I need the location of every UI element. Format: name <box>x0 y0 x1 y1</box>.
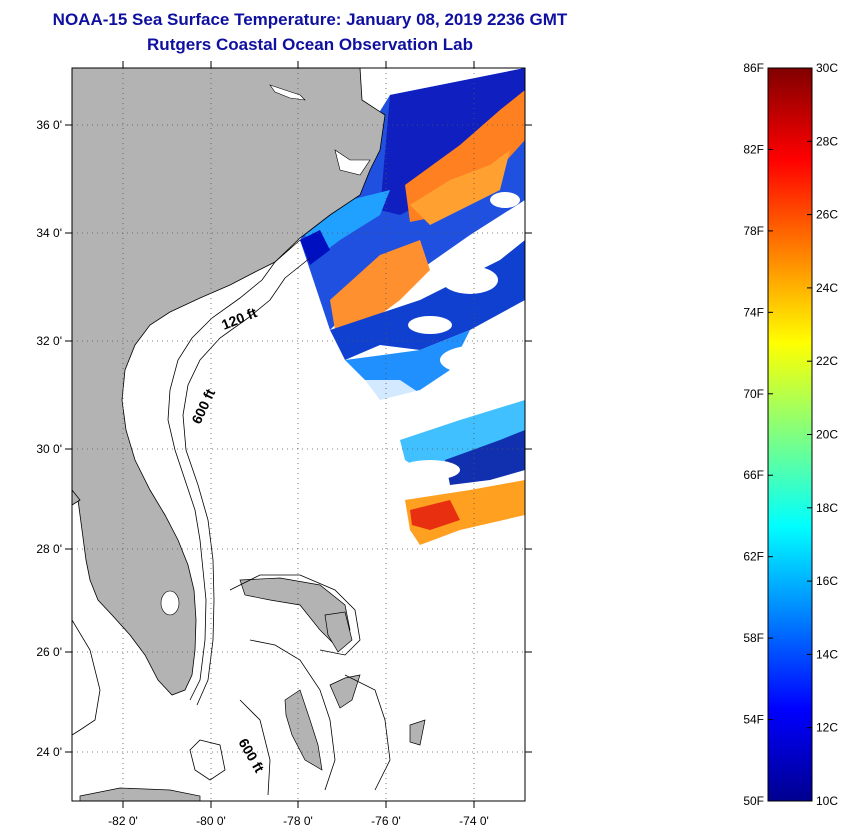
lon-tick-label: -80 0' <box>196 814 226 828</box>
bathymetry-contours <box>72 239 391 796</box>
colorbar-celsius-label: 14C <box>816 647 838 661</box>
chart-title: NOAA-15 Sea Surface Temperature: January… <box>52 10 568 29</box>
colorbar-fahrenheit-label: 58F <box>743 631 764 645</box>
chart-subtitle: Rutgers Coastal Ocean Observation Lab <box>147 35 473 54</box>
colorbar-fahrenheit-label: 70F <box>743 387 764 401</box>
colorbar-celsius-label: 18C <box>816 501 838 515</box>
lat-tick-label: 36 0' <box>36 118 62 132</box>
colorbar: 86F 82F 78F 74F 70F 66F 62F 58F 54F 50F 30C 28C 26C… <box>743 61 838 808</box>
colorbar-gradient <box>767 67 813 802</box>
colorbar-fahrenheit-label: 74F <box>743 305 764 319</box>
land-bahamas <box>79 577 426 801</box>
colorbar-celsius-label: 16C <box>816 574 838 588</box>
lat-tick-label: 34 0' <box>36 226 62 240</box>
colorbar-fahrenheit-label: 54F <box>743 713 764 727</box>
colorbar-fahrenheit-label: 66F <box>743 468 764 482</box>
lat-tick-label: 26 0' <box>36 645 62 659</box>
colorbar-fahrenheit-label: 50F <box>743 794 764 808</box>
lat-tick-label: 30 0' <box>36 442 62 456</box>
colorbar-celsius-label: 12C <box>816 721 838 735</box>
colorbar-fahrenheit-label: 62F <box>743 550 764 564</box>
lon-tick-label: -76 0' <box>371 814 401 828</box>
axis-ticks <box>65 61 532 808</box>
lon-tick-label: -78 0' <box>283 814 313 828</box>
lon-tick-label: -82 0' <box>108 814 138 828</box>
colorbar-celsius-label: 24C <box>816 281 838 295</box>
colorbar-celsius-label: 22C <box>816 354 838 368</box>
sst-swath <box>300 68 525 545</box>
colorbar-celsius-label: 10C <box>816 794 838 808</box>
lat-tick-label: 32 0' <box>36 334 62 348</box>
colorbar-fahrenheit-label: 82F <box>743 142 764 156</box>
graticule <box>72 68 525 801</box>
colorbar-celsius-label: 20C <box>816 428 838 442</box>
lat-tick-label: 24 0' <box>36 745 62 759</box>
colorbar-fahrenheit-label: 86F <box>743 61 764 75</box>
colorbar-celsius-label: 26C <box>816 208 838 222</box>
colorbar-fahrenheit-label: 78F <box>743 224 764 238</box>
lat-tick-label: 28 0' <box>36 542 62 556</box>
colorbar-celsius-label: 28C <box>816 134 838 148</box>
lon-tick-label: -74 0' <box>459 814 489 828</box>
colorbar-celsius-label: 30C <box>816 61 838 75</box>
cloud-mask <box>400 192 520 480</box>
land-us-coast <box>72 68 386 696</box>
